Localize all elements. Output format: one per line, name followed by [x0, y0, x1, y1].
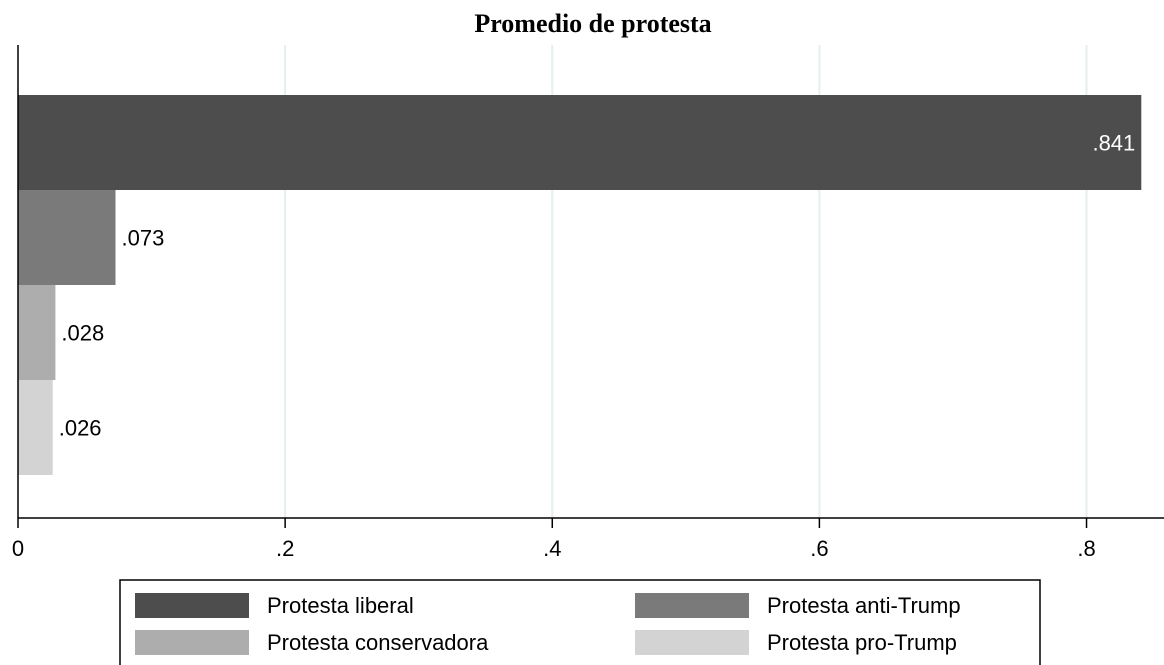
- value-label: .073: [122, 225, 165, 250]
- value-label: .841: [1092, 130, 1135, 155]
- legend-swatch: [635, 593, 749, 618]
- legend-swatch: [135, 630, 249, 655]
- x-tick-label: .4: [543, 536, 561, 561]
- legend-label: Protesta anti-Trump: [767, 593, 961, 618]
- x-tick-label: 0: [12, 536, 24, 561]
- bar: [18, 95, 1142, 190]
- x-tick-label: .6: [810, 536, 828, 561]
- bar: [18, 380, 53, 475]
- chart-title: Promedio de protesta: [474, 9, 711, 38]
- legend-swatch: [135, 593, 249, 618]
- x-tick-label: .8: [1077, 536, 1095, 561]
- legend-swatch: [635, 630, 749, 655]
- x-tick-label: .2: [276, 536, 294, 561]
- legend-label: Protesta liberal: [267, 593, 414, 618]
- bar: [18, 190, 116, 285]
- legend-box: [119, 579, 1041, 665]
- value-label: .026: [59, 415, 102, 440]
- legend-label: Protesta conservadora: [267, 630, 489, 655]
- value-label: .028: [61, 320, 104, 345]
- bar: [18, 285, 56, 380]
- legend-label: Protesta pro-Trump: [767, 630, 957, 655]
